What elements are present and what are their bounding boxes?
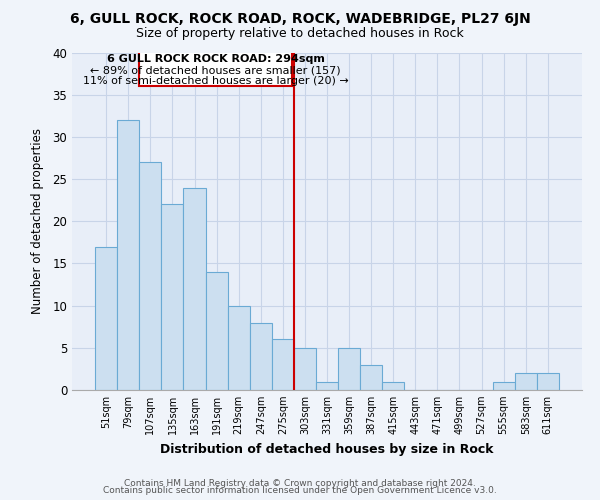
Bar xyxy=(338,348,360,390)
Bar xyxy=(206,272,227,390)
Y-axis label: Number of detached properties: Number of detached properties xyxy=(31,128,44,314)
Bar xyxy=(272,340,294,390)
FancyBboxPatch shape xyxy=(139,51,292,86)
Text: ← 89% of detached houses are smaller (157): ← 89% of detached houses are smaller (15… xyxy=(90,65,341,75)
Bar xyxy=(294,348,316,390)
Bar xyxy=(161,204,184,390)
Text: 11% of semi-detached houses are larger (20) →: 11% of semi-detached houses are larger (… xyxy=(83,76,349,86)
Bar xyxy=(316,382,338,390)
Bar xyxy=(250,322,272,390)
Bar xyxy=(227,306,250,390)
Bar xyxy=(95,246,117,390)
Text: 6, GULL ROCK, ROCK ROAD, ROCK, WADEBRIDGE, PL27 6JN: 6, GULL ROCK, ROCK ROAD, ROCK, WADEBRIDG… xyxy=(70,12,530,26)
Bar xyxy=(382,382,404,390)
Bar xyxy=(493,382,515,390)
Bar xyxy=(515,373,537,390)
X-axis label: Distribution of detached houses by size in Rock: Distribution of detached houses by size … xyxy=(160,442,494,456)
Bar xyxy=(537,373,559,390)
Text: 6 GULL ROCK ROCK ROAD: 294sqm: 6 GULL ROCK ROCK ROAD: 294sqm xyxy=(107,54,325,64)
Text: Size of property relative to detached houses in Rock: Size of property relative to detached ho… xyxy=(136,28,464,40)
Bar xyxy=(184,188,206,390)
Text: Contains public sector information licensed under the Open Government Licence v3: Contains public sector information licen… xyxy=(103,486,497,495)
Bar xyxy=(360,364,382,390)
Bar xyxy=(139,162,161,390)
Bar xyxy=(117,120,139,390)
Text: Contains HM Land Registry data © Crown copyright and database right 2024.: Contains HM Land Registry data © Crown c… xyxy=(124,478,476,488)
